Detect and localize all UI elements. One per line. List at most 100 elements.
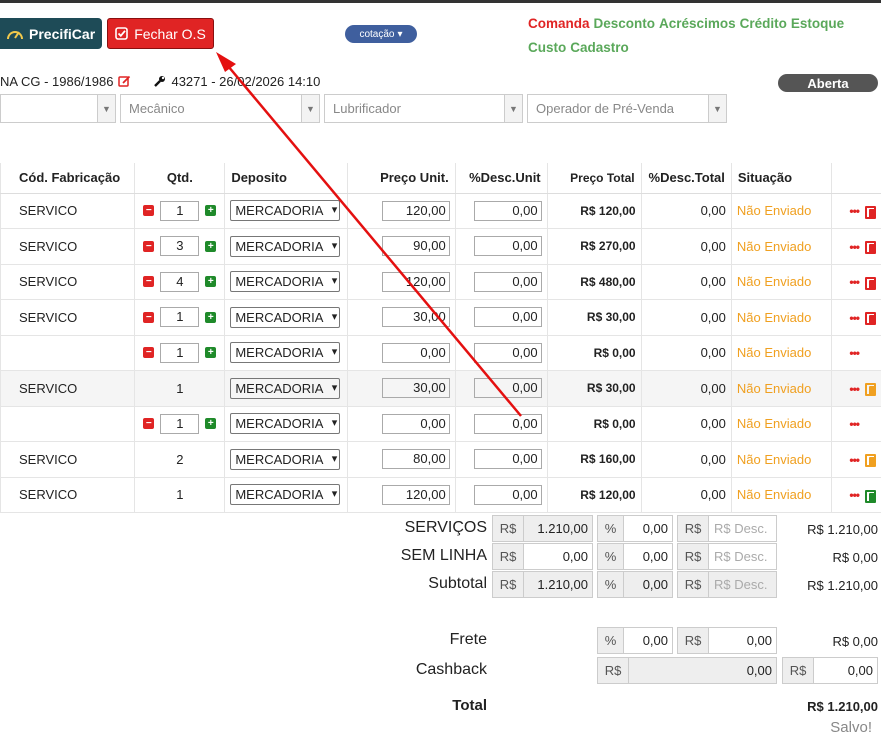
servicos-desc-input[interactable]: R$ Desc. — [708, 515, 777, 542]
decrement-icon[interactable]: − — [143, 347, 155, 359]
desc-unit-input[interactable]: 0,00 — [473, 413, 542, 434]
deposito-select[interactable]: MERCADORIA ▾ — [230, 235, 341, 257]
cod-cell: SERVICO — [0, 228, 135, 265]
preco-unit-input[interactable]: 120,00 — [381, 484, 450, 505]
menu-item-desconto[interactable]: Desconto — [593, 16, 656, 31]
situacao-cell: Não Enviado — [730, 299, 832, 336]
menu-item-crdito[interactable]: Crédito — [739, 16, 787, 31]
deposito-select[interactable]: MERCADORIA ▾ — [230, 413, 341, 435]
precificar-button[interactable]: PrecifiCar — [0, 18, 102, 49]
chevron-down-icon: ▾ — [331, 346, 338, 359]
desc-total-cell: 0,00 — [640, 477, 732, 513]
menu-item-acrscimos[interactable]: Acréscimos — [659, 16, 736, 31]
copy-icon[interactable] — [865, 383, 876, 397]
more-options-icon[interactable]: ••• — [849, 381, 860, 396]
fechar-os-button[interactable]: Fechar O.S — [107, 18, 214, 49]
more-options-icon[interactable]: ••• — [849, 310, 860, 325]
operador-select[interactable]: Operador de Pré-Venda ▼ — [527, 94, 727, 123]
preco-total-cell: R$ 30,00 — [546, 299, 642, 336]
menu-item-custo[interactable]: Custo — [528, 40, 567, 55]
desc-unit-input[interactable]: 0,00 — [473, 200, 542, 221]
qty-input[interactable]: 1 — [160, 413, 200, 434]
more-options-icon[interactable]: ••• — [849, 417, 860, 432]
copy-icon[interactable] — [865, 276, 876, 290]
qty-input[interactable]: 4 — [160, 271, 200, 292]
desc-unit-input[interactable]: 0,00 — [473, 342, 542, 363]
menu-item-estoque[interactable]: Estoque — [790, 16, 845, 31]
preco-unit-input[interactable]: 80,00 — [381, 449, 450, 470]
filter-select-unnamed[interactable]: ▼ — [0, 94, 116, 123]
edit-icon[interactable] — [118, 75, 131, 88]
deposito-value: MERCADORIA — [235, 274, 324, 290]
sem-linha-pct-input[interactable]: 0,00 — [623, 543, 673, 570]
cod-cell: SERVICO — [0, 299, 135, 336]
decrement-icon[interactable]: − — [143, 205, 155, 217]
copy-icon[interactable] — [865, 454, 876, 468]
preco-unit-input[interactable]: 30,00 — [381, 378, 450, 399]
servicos-pct-input[interactable]: 0,00 — [623, 515, 673, 542]
preco-unit-input[interactable]: 30,00 — [381, 307, 450, 328]
chevron-down-icon: ▾ — [331, 417, 338, 430]
qty-input[interactable]: 3 — [160, 236, 200, 257]
preco-unit-input[interactable]: 90,00 — [381, 236, 450, 257]
lubrificador-select[interactable]: Lubrificador ▼ — [324, 94, 523, 123]
more-options-icon[interactable]: ••• — [849, 488, 860, 503]
more-options-icon[interactable]: ••• — [849, 275, 860, 290]
copy-icon[interactable] — [865, 312, 876, 326]
preco-unit-input[interactable]: 120,00 — [381, 271, 450, 292]
desc-unit-input[interactable]: 0,00 — [473, 378, 542, 399]
subtotal-total: R$ 1.210,00 — [807, 578, 878, 593]
cashback-extra-input[interactable]: 0,00 — [813, 657, 878, 684]
qty-input[interactable]: 1 — [160, 200, 200, 221]
mecanico-select[interactable]: Mecânico ▼ — [120, 94, 320, 123]
preco-unit-input[interactable]: 0,00 — [381, 342, 450, 363]
increment-icon[interactable]: + — [205, 205, 217, 217]
decrement-icon[interactable]: − — [143, 311, 155, 323]
desc-unit-input[interactable]: 0,00 — [473, 449, 542, 470]
copy-icon[interactable] — [865, 489, 876, 503]
increment-icon[interactable]: + — [205, 276, 217, 288]
increment-icon[interactable]: + — [205, 418, 217, 430]
copy-icon[interactable] — [865, 205, 876, 219]
increment-icon[interactable]: + — [205, 347, 217, 359]
desc-unit-cell: 0,00 — [454, 193, 548, 229]
deposito-select[interactable]: MERCADORIA ▾ — [230, 484, 341, 506]
desc-unit-input[interactable]: 0,00 — [473, 271, 542, 292]
desc-unit-input[interactable]: 0,00 — [473, 484, 542, 505]
menu-item-cadastro[interactable]: Cadastro — [570, 40, 629, 55]
decrement-icon[interactable]: − — [143, 240, 155, 252]
desc-unit-input[interactable]: 0,00 — [473, 236, 542, 257]
qty-input[interactable]: 1 — [160, 342, 200, 363]
more-options-icon[interactable]: ••• — [849, 346, 860, 361]
qty-input[interactable]: 1 — [160, 307, 200, 328]
deposito-select[interactable]: MERCADORIA ▾ — [230, 306, 341, 328]
preco-total-cell: R$ 480,00 — [546, 264, 642, 300]
frete-value-input[interactable]: 0,00 — [708, 627, 777, 654]
decrement-icon[interactable]: − — [143, 418, 155, 430]
deposito-select[interactable]: MERCADORIA ▾ — [230, 271, 341, 293]
more-options-icon[interactable]: ••• — [849, 204, 860, 219]
menu-item-comanda[interactable]: Comanda — [528, 16, 590, 31]
preco-unit-cell: 120,00 — [346, 477, 456, 513]
decrement-icon[interactable]: − — [143, 276, 155, 288]
deposito-select[interactable]: MERCADORIA ▾ — [230, 342, 341, 364]
increment-icon[interactable]: + — [205, 311, 217, 323]
deposito-select[interactable]: MERCADORIA ▾ — [230, 200, 341, 222]
copy-icon[interactable] — [865, 241, 876, 255]
chevron-down-icon: ▾ — [331, 239, 338, 252]
more-options-icon[interactable]: ••• — [849, 452, 860, 467]
chevron-down-icon: ▾ — [331, 310, 338, 323]
subtotal-label: Subtotal — [428, 575, 487, 592]
saved-status: Salvo! — [830, 719, 872, 736]
deposito-select[interactable]: MERCADORIA ▾ — [230, 377, 341, 399]
desc-unit-input[interactable]: 0,00 — [473, 307, 542, 328]
more-options-icon[interactable]: ••• — [849, 239, 860, 254]
deposito-select[interactable]: MERCADORIA ▾ — [230, 448, 341, 470]
frete-pct-input[interactable]: 0,00 — [623, 627, 673, 654]
preco-unit-input[interactable]: 0,00 — [381, 413, 450, 434]
increment-icon[interactable]: + — [205, 240, 217, 252]
preco-unit-input[interactable]: 120,00 — [381, 200, 450, 221]
sem-linha-desc-input[interactable]: R$ Desc. — [708, 543, 777, 570]
deposito-value: MERCADORIA — [235, 203, 324, 219]
cotacao-dropdown[interactable]: cotação ▾ — [345, 25, 417, 43]
